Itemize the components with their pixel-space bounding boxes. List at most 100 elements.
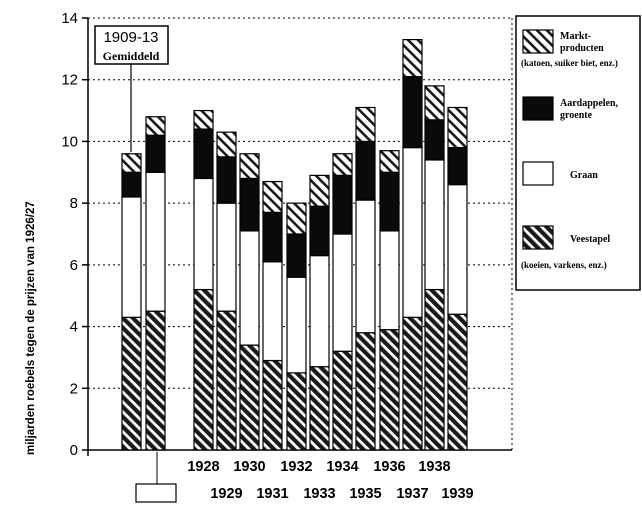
y-tick-label: 12: [61, 72, 78, 89]
bar-segment: [424, 119, 445, 161]
bar-segment: [193, 177, 214, 291]
bar-segment: [447, 106, 468, 149]
bar-stacks: [121, 38, 468, 451]
bar-stack-1930: [239, 153, 260, 451]
bar-segment: [379, 329, 400, 451]
legend-label-line2: producten: [560, 43, 604, 54]
bar-segment: [332, 153, 353, 176]
bar-segment: [121, 153, 142, 173]
x-tick-label: 1937: [396, 486, 428, 502]
bar-segment: [355, 106, 376, 143]
bar-segment: [193, 288, 214, 451]
x-tick-label: 1936: [373, 459, 405, 475]
bar-segment: [309, 366, 330, 451]
legend-label: Veestapel: [570, 234, 610, 245]
bar-segment: [145, 116, 166, 136]
bar-segment: [262, 180, 283, 214]
y-tick-label: 0: [70, 442, 78, 459]
bar-segment: [309, 205, 330, 257]
legend-item: Aardappelen,groente: [522, 96, 619, 121]
bar-segment: [145, 134, 166, 173]
x-tick-label: 1928: [187, 459, 219, 475]
y-axis-label: miljarden roebels tegen de prijzen van 1…: [25, 201, 37, 455]
y-tick-label: 4: [70, 319, 78, 336]
bar-segment: [447, 184, 468, 315]
bar-segment: [121, 196, 142, 318]
bar-segment: [424, 288, 445, 451]
bar-segment: [145, 171, 166, 312]
x-tick-label: 1935: [349, 486, 381, 502]
bar-segment: [239, 153, 260, 180]
y-tick-labels: 0 2 4 6 8 10 12 14: [61, 10, 88, 459]
bar-stack-1931: [262, 180, 283, 451]
year-1913-box: [135, 483, 177, 503]
bar-segment: [239, 230, 260, 346]
bar-segment: [355, 140, 376, 201]
avg-annotation-title: 1909-13: [103, 29, 158, 46]
bar-segment: [239, 177, 260, 232]
x-tick-label: 1929: [210, 486, 242, 502]
bar-segment: [332, 174, 353, 235]
bar-segment: [193, 109, 214, 130]
bar-segment: [262, 359, 283, 451]
bar-stack-1933: [309, 174, 330, 451]
bar-segment: [216, 202, 237, 312]
bar-stack-1909-13: [121, 153, 142, 451]
bar-segment: [402, 316, 423, 451]
bar-segment: [355, 199, 376, 334]
bar-segment: [286, 233, 307, 278]
bar-stack-1936: [379, 150, 400, 451]
bar-segment: [309, 174, 330, 207]
legend-swatch: [522, 225, 554, 250]
bar-segment: [355, 332, 376, 451]
bar-segment: [216, 131, 237, 158]
legend-label: Graan: [570, 170, 598, 181]
bar-segment: [402, 147, 423, 318]
bar-segment: [262, 211, 283, 263]
x-tick-labels: 1913192819291930193119321933193419351936…: [139, 459, 473, 502]
bar-segment: [193, 128, 214, 180]
y-tick-label: 14: [61, 10, 78, 27]
bar-segment: [379, 150, 400, 173]
bar-segment: [332, 350, 353, 451]
bar-segment: [145, 310, 166, 451]
legend-label: Aardappelen,: [560, 98, 619, 109]
legend-label: Markt-: [560, 31, 591, 42]
bar-stack-1939: [447, 106, 468, 451]
bar-stack-1928: [193, 109, 214, 451]
legend-note: (koeien, varkens, enz.): [521, 260, 607, 270]
bar-segment: [332, 233, 353, 352]
bar-segment: [379, 230, 400, 331]
avg-annotation: 1909-13 Gemiddeld: [94, 25, 169, 152]
bar-segment: [424, 159, 445, 291]
bar-segment: [402, 38, 423, 78]
bar-stack-1913: [145, 116, 166, 451]
legend-swatch: [522, 96, 554, 121]
legend-label-line2: groente: [560, 110, 593, 121]
bar-segment: [402, 76, 423, 149]
legend-swatch: [522, 29, 554, 54]
bar-segment: [309, 255, 330, 368]
bar-segment: [379, 171, 400, 232]
bar-segment: [216, 310, 237, 451]
bar-segment: [447, 313, 468, 451]
legend-item: Veestapel (koeien, varkens, enz.): [521, 225, 610, 270]
bar-segment: [424, 85, 445, 121]
bar-segment: [121, 171, 142, 198]
bar-segment: [286, 372, 307, 451]
legend-item: Graan: [522, 161, 598, 186]
avg-annotation-box: [94, 25, 169, 65]
x-tick-label: 1932: [280, 459, 312, 475]
legend-swatch: [522, 161, 554, 186]
x-tick-label: 1930: [233, 459, 265, 475]
x-tick-label: 1933: [303, 486, 335, 502]
bar-segment: [121, 316, 142, 451]
legend-note: (katoen, suiker biet, enz.): [521, 58, 618, 68]
x-tick-label: 1934: [326, 459, 358, 475]
x-tick-label: 1931: [256, 486, 288, 502]
bar-segment: [239, 344, 260, 451]
bar-stack-1938: [424, 85, 445, 451]
x-tick-label: 1938: [418, 459, 450, 475]
bar-segment: [216, 156, 237, 204]
